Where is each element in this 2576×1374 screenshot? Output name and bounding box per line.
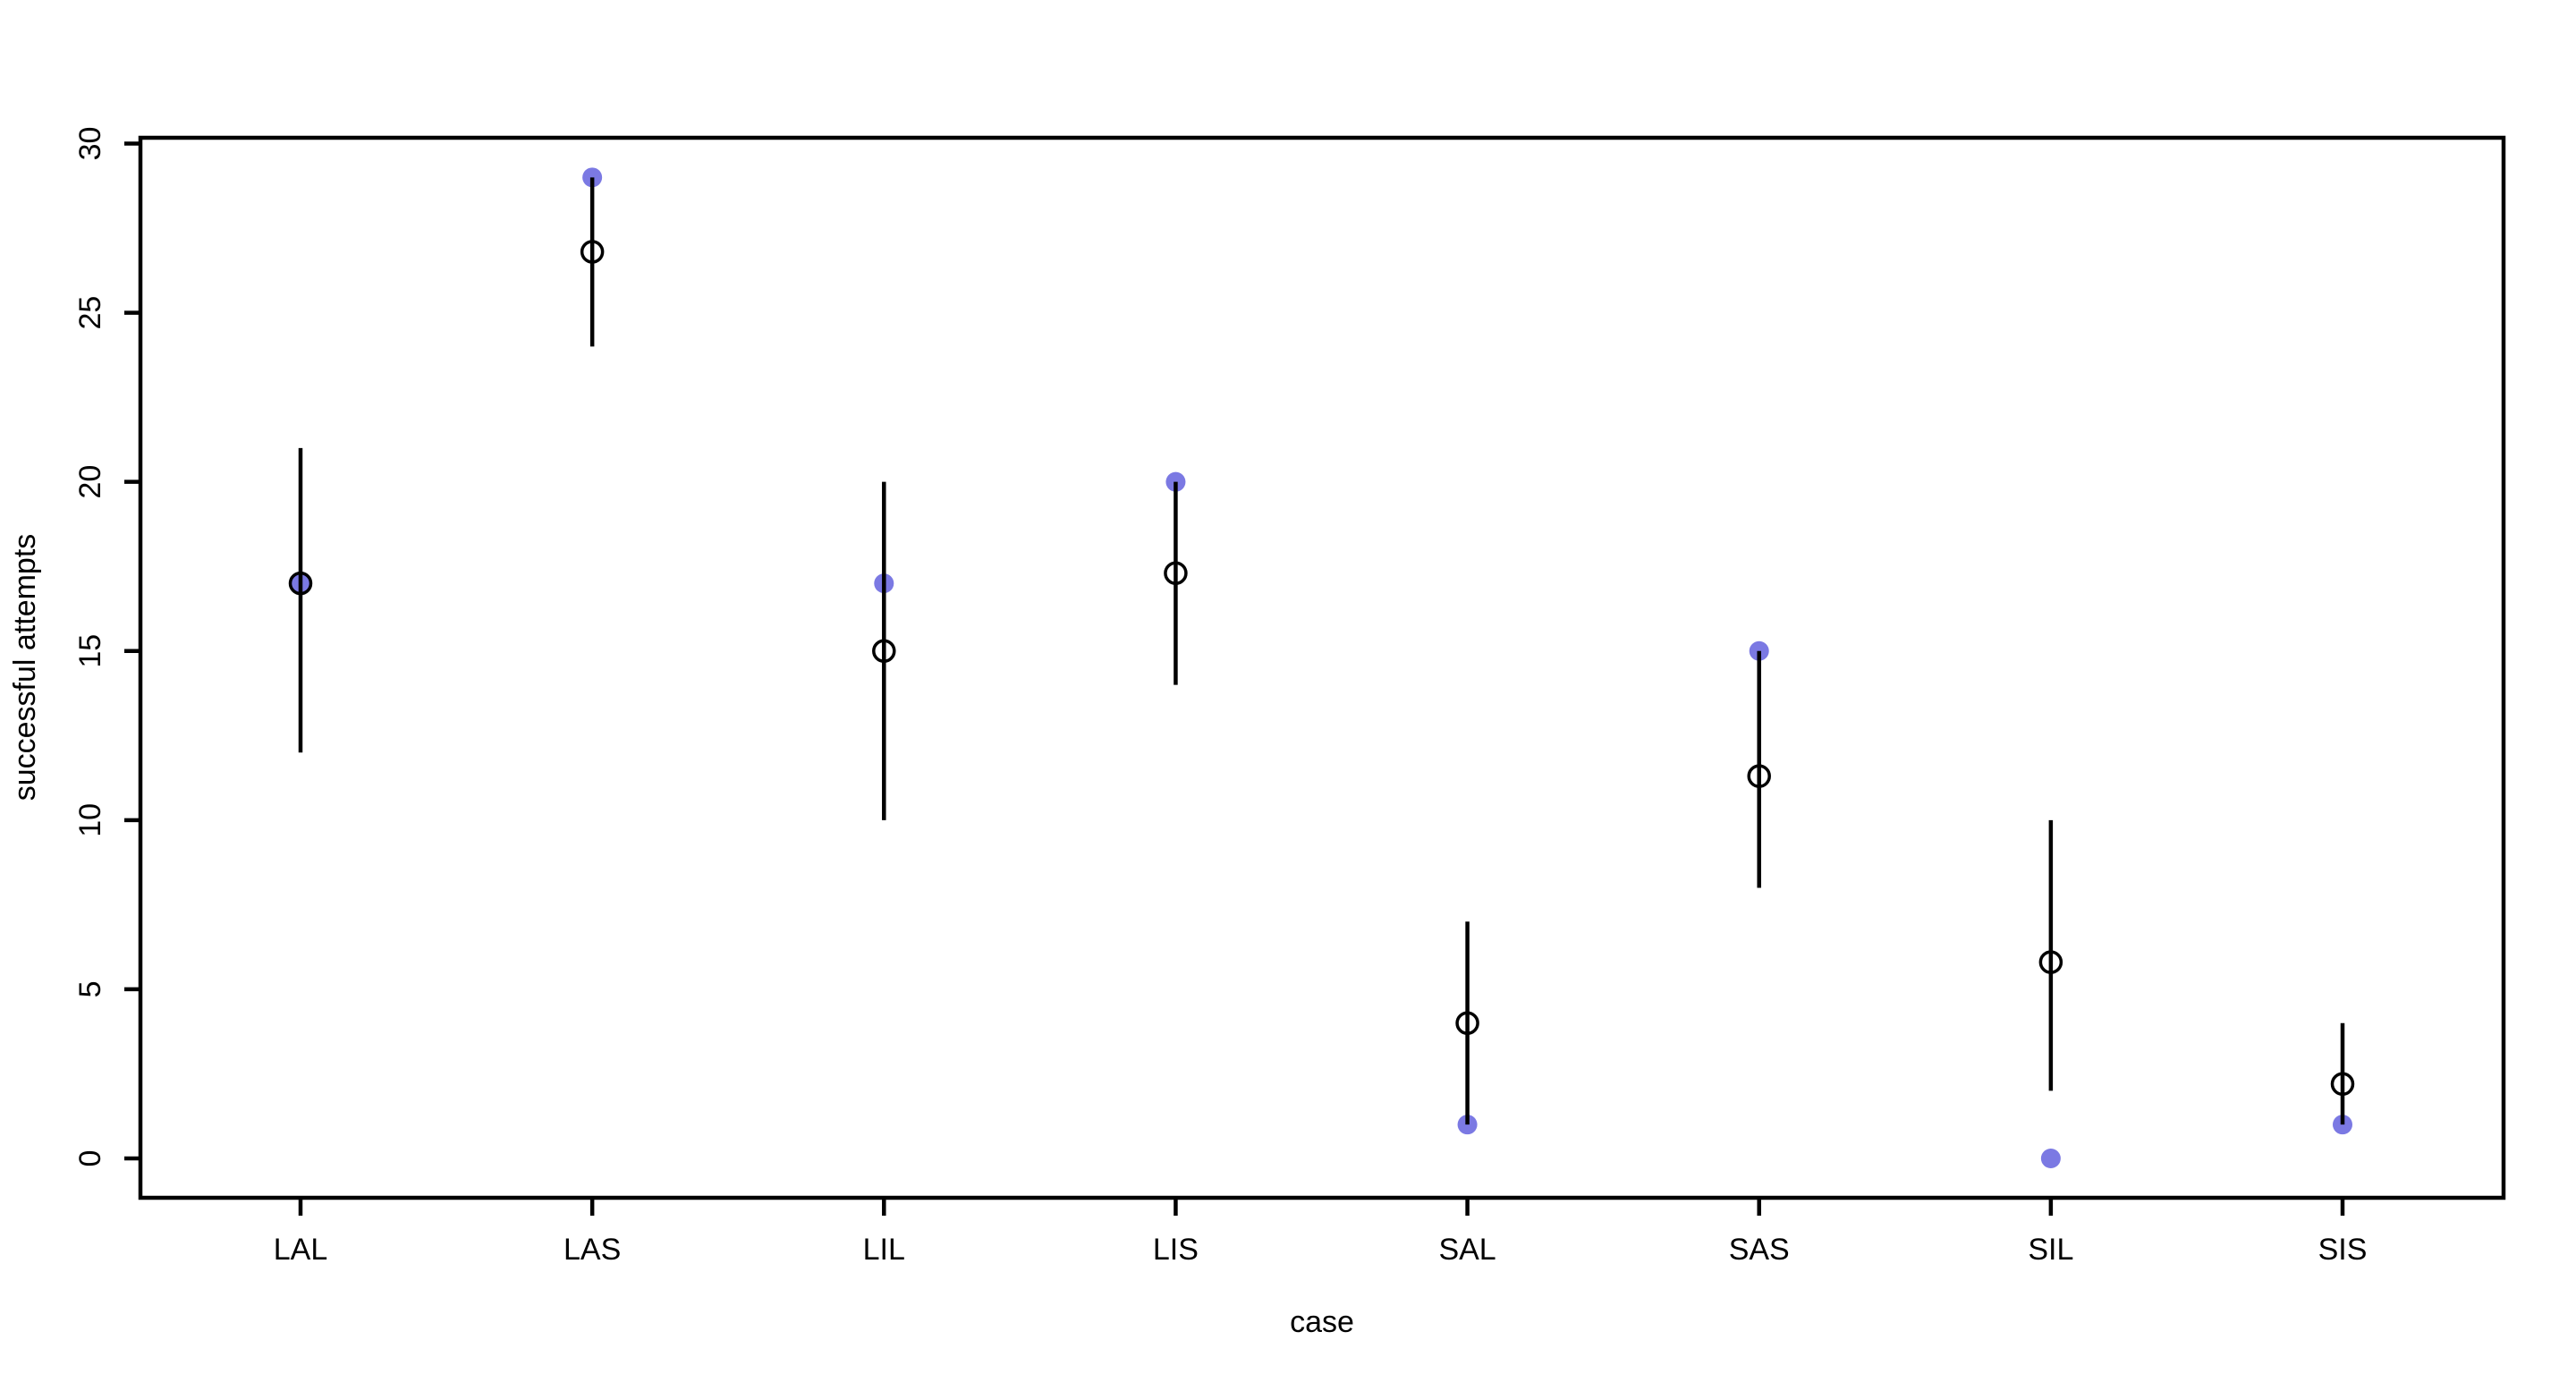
- y-tick-label: 20: [73, 465, 107, 499]
- estimate-circle: [1747, 764, 1771, 788]
- x-tick-label: LAS: [564, 1233, 621, 1267]
- y-tick-label: 25: [73, 296, 107, 330]
- estimate-circle: [1164, 561, 1188, 586]
- estimate-circle: [2038, 950, 2063, 974]
- estimate-circle: [2330, 1072, 2355, 1097]
- estimate-circle: [580, 240, 605, 264]
- observed-dot: [2040, 1149, 2061, 1168]
- x-tick-label: LAL: [274, 1233, 328, 1267]
- y-tick-label: 10: [73, 803, 107, 837]
- y-tick-label: 0: [73, 1150, 107, 1167]
- x-tick-label: SAS: [1729, 1233, 1790, 1267]
- x-tick-label: SIL: [2028, 1233, 2073, 1267]
- estimate-circle: [1455, 1011, 1479, 1035]
- y-axis-title: successful attempts: [8, 533, 42, 802]
- x-tick-label: LIS: [1153, 1233, 1199, 1267]
- estimate-circle: [288, 571, 313, 596]
- y-tick-label: 5: [73, 980, 107, 997]
- y-tick-label: 15: [73, 634, 107, 668]
- estimate-circle: [872, 639, 896, 663]
- x-tick-label: LIL: [863, 1233, 905, 1267]
- plot-border: [138, 135, 2506, 1200]
- x-tick-label: SAL: [1438, 1233, 1496, 1267]
- y-tick-label: 30: [73, 127, 107, 161]
- x-tick-label: SIS: [2318, 1233, 2368, 1267]
- x-axis-title: case: [1290, 1305, 1354, 1339]
